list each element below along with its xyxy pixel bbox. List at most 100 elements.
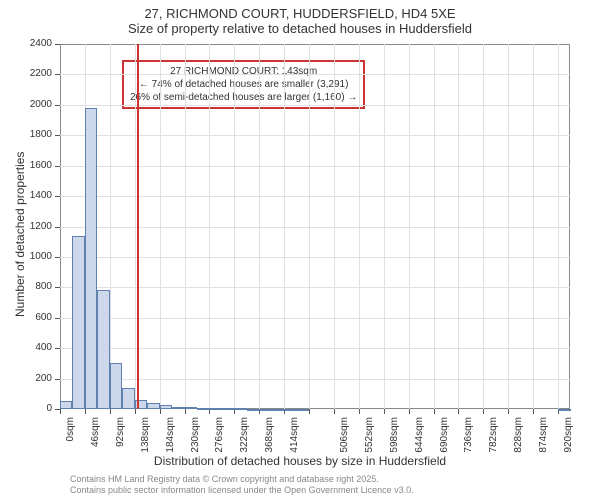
histogram-bar <box>558 409 570 411</box>
x-tick-label: 0sqm <box>65 417 76 457</box>
y-tick-mark <box>55 287 60 288</box>
y-tick-mark <box>55 257 60 258</box>
gridline-v <box>209 44 210 409</box>
title-sub: Size of property relative to detached ho… <box>0 21 600 40</box>
histogram-bar <box>185 407 197 409</box>
histogram-bar <box>234 408 246 410</box>
y-tick-label: 2000 <box>24 99 52 110</box>
y-tick-mark <box>55 166 60 167</box>
x-tick-label: 414sqm <box>289 417 300 457</box>
x-tick-label: 644sqm <box>414 417 425 457</box>
gridline-v <box>384 44 385 409</box>
y-tick-mark <box>55 135 60 136</box>
gridline-v <box>458 44 459 409</box>
y-tick-mark <box>55 348 60 349</box>
histogram-bar <box>272 409 284 411</box>
x-tick-label: 506sqm <box>339 417 350 457</box>
x-tick-label: 690sqm <box>439 417 450 457</box>
histogram-bar <box>110 363 122 409</box>
annotation-box: 27 RICHMOND COURT: 143sqm ← 74% of detac… <box>122 60 365 109</box>
histogram-bar <box>172 407 184 409</box>
x-tick-mark <box>483 409 484 414</box>
gridline-v <box>234 44 235 409</box>
x-tick-mark <box>384 409 385 414</box>
gridline-v <box>483 44 484 409</box>
histogram-bar <box>122 388 134 409</box>
histogram-bar <box>72 236 84 409</box>
x-tick-mark <box>409 409 410 414</box>
annotation-line1: 27 RICHMOND COURT: 143sqm <box>130 65 357 78</box>
gridline-v <box>135 44 136 409</box>
histogram-bar <box>222 408 234 410</box>
x-tick-label: 736sqm <box>463 417 474 457</box>
annotation-line3: 26% of semi-detached houses are larger (… <box>130 91 357 104</box>
gridline-v <box>309 44 310 409</box>
gridline-v <box>409 44 410 409</box>
gridline-v <box>185 44 186 409</box>
y-tick-label: 1000 <box>24 251 52 262</box>
y-tick-mark <box>55 318 60 319</box>
x-tick-mark <box>185 409 186 414</box>
gridline-v <box>558 44 559 409</box>
histogram-bar <box>147 403 159 409</box>
y-tick-label: 2400 <box>24 38 52 49</box>
x-tick-label: 46sqm <box>90 417 101 457</box>
x-tick-label: 920sqm <box>563 417 574 457</box>
histogram-bar <box>60 401 72 409</box>
x-tick-mark <box>135 409 136 414</box>
x-tick-mark <box>60 409 61 414</box>
x-tick-label: 874sqm <box>538 417 549 457</box>
x-tick-mark <box>508 409 509 414</box>
x-tick-label: 184sqm <box>165 417 176 457</box>
x-tick-mark <box>309 409 310 414</box>
y-tick-mark <box>55 105 60 106</box>
gridline-v <box>508 44 509 409</box>
y-tick-mark <box>55 196 60 197</box>
y-tick-mark <box>55 379 60 380</box>
title-main: 27, RICHMOND COURT, HUDDERSFIELD, HD4 5X… <box>0 0 600 21</box>
chart-container: 27, RICHMOND COURT, HUDDERSFIELD, HD4 5X… <box>0 0 600 500</box>
x-tick-label: 276sqm <box>214 417 225 457</box>
y-tick-mark <box>55 227 60 228</box>
y-tick-label: 1400 <box>24 190 52 201</box>
footer-line1: Contains HM Land Registry data © Crown c… <box>70 474 379 484</box>
x-tick-label: 138sqm <box>140 417 151 457</box>
y-tick-label: 0 <box>24 403 52 414</box>
x-tick-mark <box>85 409 86 414</box>
reference-line <box>137 44 139 409</box>
x-tick-mark <box>110 409 111 414</box>
y-tick-label: 1800 <box>24 129 52 140</box>
x-tick-label: 368sqm <box>264 417 275 457</box>
histogram-bar <box>160 405 172 409</box>
x-tick-label: 782sqm <box>488 417 499 457</box>
gridline-v <box>160 44 161 409</box>
gridline-v <box>284 44 285 409</box>
gridline-v <box>533 44 534 409</box>
histogram-bar <box>85 108 97 409</box>
x-tick-mark <box>458 409 459 414</box>
gridline-v <box>434 44 435 409</box>
histogram-bar <box>97 290 109 409</box>
histogram-bar <box>209 408 221 410</box>
footer-line2: Contains public sector information licen… <box>70 485 414 495</box>
x-tick-label: 598sqm <box>389 417 400 457</box>
gridline-v <box>110 44 111 409</box>
histogram-bar <box>297 409 309 411</box>
x-tick-mark <box>359 409 360 414</box>
x-tick-mark <box>160 409 161 414</box>
gridline-v <box>259 44 260 409</box>
x-tick-label: 552sqm <box>364 417 375 457</box>
x-tick-label: 230sqm <box>190 417 201 457</box>
y-tick-label: 1200 <box>24 221 52 232</box>
histogram-bar <box>259 409 271 411</box>
gridline-v <box>359 44 360 409</box>
y-tick-mark <box>55 74 60 75</box>
x-tick-mark <box>434 409 435 414</box>
gridline-v <box>334 44 335 409</box>
annotation-line2: ← 74% of detached houses are smaller (3,… <box>130 78 357 91</box>
y-tick-label: 600 <box>24 312 52 323</box>
x-tick-label: 92sqm <box>115 417 126 457</box>
x-tick-label: 322sqm <box>239 417 250 457</box>
y-tick-mark <box>55 44 60 45</box>
x-tick-label: 828sqm <box>513 417 524 457</box>
